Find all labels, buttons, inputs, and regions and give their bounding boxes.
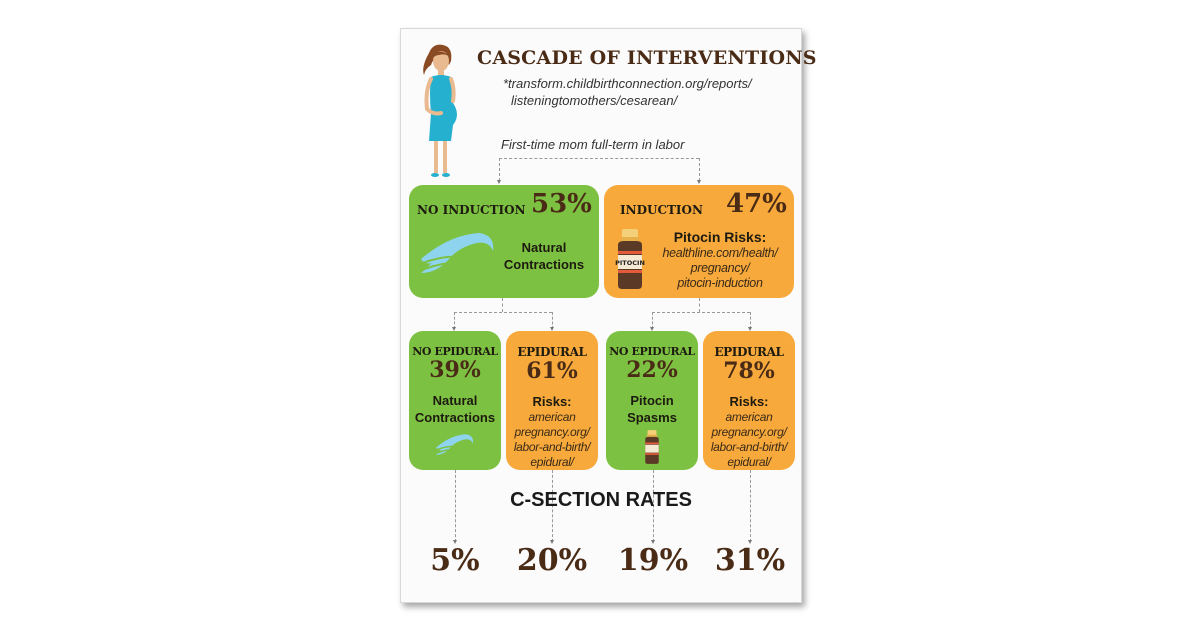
arrow-down-icon xyxy=(651,540,655,544)
connector-line xyxy=(552,312,553,329)
csection-rate: 20% xyxy=(516,543,588,578)
box-subtitle: Natural Contractions xyxy=(409,392,501,426)
infographic-card: CASCADE OF INTERVENTIONS *transform.chil… xyxy=(400,28,817,603)
risk-title: Pitocin Risks: xyxy=(673,229,767,245)
box-percent: 22% xyxy=(626,357,678,383)
box-percent: 78% xyxy=(723,358,775,384)
intro-text: First-time mom full-term in labor xyxy=(501,137,685,152)
csection-rate: 19% xyxy=(617,543,689,578)
link-line[interactable]: american xyxy=(528,410,576,424)
connector-line xyxy=(502,298,503,312)
connector-line xyxy=(499,158,500,181)
risk-info: Pitocin Risks: healthline.com/health/ pr… xyxy=(652,229,788,291)
arrow-down-icon xyxy=(452,327,456,331)
connector-line xyxy=(699,298,700,312)
link-line[interactable]: healthline.com/health/ xyxy=(662,246,778,260)
connector-line xyxy=(454,312,552,313)
no-epidural-pitocin-box: NO EPIDURAL 22% Pitocin Spasms xyxy=(606,331,698,470)
csection-title: C-SECTION RATES xyxy=(510,489,692,511)
arrow-down-icon xyxy=(748,327,752,331)
box-label: INDUCTION xyxy=(620,203,703,217)
subtitle-line: Natural xyxy=(521,240,567,255)
box-subtitle: Pitocin Spasms xyxy=(606,392,698,426)
box-label: NO INDUCTION xyxy=(417,203,526,217)
no-epidural-natural-box: NO EPIDURAL 39% Natural Contractions xyxy=(409,331,501,470)
connector-line xyxy=(652,312,750,313)
subtitle-line: Natural xyxy=(432,393,478,408)
box-label: EPIDURAL xyxy=(517,345,587,359)
risk-link[interactable]: american pregnancy.org/ labor-and-birth/… xyxy=(506,410,598,470)
box-percent: 61% xyxy=(526,358,578,384)
page-title: CASCADE OF INTERVENTIONS xyxy=(477,47,817,69)
link-line[interactable]: labor-and-birth/ xyxy=(513,440,591,454)
link-line[interactable]: pregnancy/ xyxy=(690,261,750,275)
connector-line xyxy=(455,470,456,542)
connector-line xyxy=(499,158,699,159)
wave-icon xyxy=(436,434,474,455)
box-percent: 53% xyxy=(531,189,592,219)
no-induction-box: NO INDUCTION 53% Natural Contractions xyxy=(409,185,599,298)
pregnant-woman-icon xyxy=(423,44,457,177)
risk-link[interactable]: healthline.com/health/ pregnancy/ pitoci… xyxy=(652,246,788,291)
link-line[interactable]: pitocin-induction xyxy=(677,276,763,290)
box-subtitle: Natural Contractions xyxy=(503,239,585,273)
link-line[interactable]: labor-and-birth/ xyxy=(710,440,788,454)
connector-line xyxy=(750,470,751,542)
source-citation: *transform.childbirthconnection.org/repo… xyxy=(503,75,752,109)
connector-line xyxy=(454,312,455,329)
box-percent: 39% xyxy=(429,357,481,383)
subtitle-line: Contractions xyxy=(503,257,585,272)
link-line[interactable]: american xyxy=(725,410,773,424)
subtitle-line: Pitocin xyxy=(630,393,674,408)
arrow-down-icon xyxy=(697,180,701,184)
pitocin-bottle-icon xyxy=(645,430,659,464)
connector-line xyxy=(552,470,553,542)
connector-line xyxy=(750,312,751,329)
box-label: NO EPIDURAL xyxy=(412,345,498,358)
link-line[interactable]: epidural/ xyxy=(530,455,574,469)
wave-icon xyxy=(421,233,494,273)
induction-box: INDUCTION 47% PITOCIN Pitocin Risks: hea… xyxy=(604,185,794,298)
link-line[interactable]: pregnancy.org/ xyxy=(711,425,787,439)
connector-line xyxy=(652,312,653,329)
risk-link[interactable]: american pregnancy.org/ labor-and-birth/… xyxy=(703,410,795,470)
link-line[interactable]: pregnancy.org/ xyxy=(514,425,590,439)
arrow-down-icon xyxy=(550,327,554,331)
box-percent: 47% xyxy=(726,189,787,219)
pitocin-bottle-icon: PITOCIN xyxy=(615,229,645,289)
box-label: NO EPIDURAL xyxy=(609,345,695,358)
arrow-down-icon xyxy=(650,327,654,331)
source-line-2: listeningtomothers/cesarean/ xyxy=(511,93,678,108)
epidural-after-induction-box: EPIDURAL 78% Risks: american pregnancy.o… xyxy=(703,331,795,470)
arrow-down-icon xyxy=(497,180,501,184)
csection-rate: 5% xyxy=(430,543,480,578)
connector-line xyxy=(653,470,654,542)
link-line[interactable]: epidural/ xyxy=(727,455,771,469)
pitocin-label: PITOCIN xyxy=(615,259,645,267)
epidural-after-natural-box: EPIDURAL 61% Risks: american pregnancy.o… xyxy=(506,331,598,470)
csection-rate: 31% xyxy=(714,543,786,578)
box-label: EPIDURAL xyxy=(714,345,784,359)
source-line-1: *transform.childbirthconnection.org/repo… xyxy=(503,76,752,91)
subtitle-line: Contractions xyxy=(414,410,496,425)
connector-line xyxy=(699,158,700,181)
arrow-down-icon xyxy=(550,540,554,544)
subtitle-line: Spasms xyxy=(627,410,677,425)
arrow-down-icon xyxy=(453,540,457,544)
risk-title: Risks: xyxy=(532,394,572,409)
risk-title: Risks: xyxy=(729,394,769,409)
arrow-down-icon xyxy=(748,540,752,544)
